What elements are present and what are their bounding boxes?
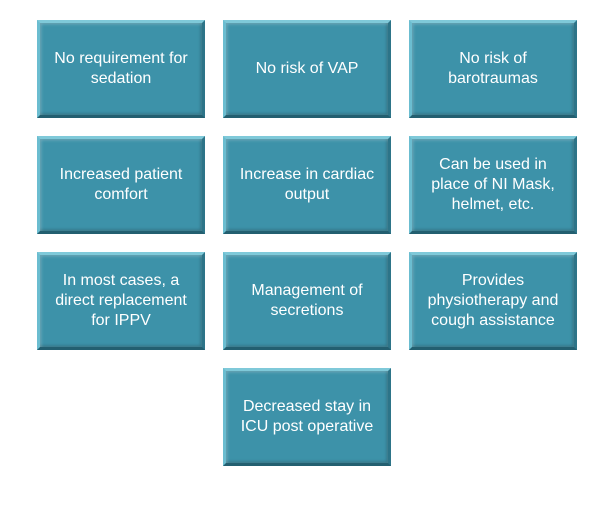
box-label: In most cases, a direct replacement for …	[50, 271, 192, 331]
grid-row: Decreased stay in ICU post operative	[223, 368, 391, 466]
box-label: Increased patient comfort	[50, 165, 192, 205]
info-box: No risk of barotraumas	[409, 20, 577, 118]
box-label: Can be used in place of NI Mask, helmet,…	[422, 155, 564, 215]
info-box: In most cases, a direct replacement for …	[37, 252, 205, 350]
grid-row: Increased patient comfort Increase in ca…	[37, 136, 577, 234]
box-label: No requirement for sedation	[50, 49, 192, 89]
info-box: Increased patient comfort	[37, 136, 205, 234]
info-box: No risk of VAP	[223, 20, 391, 118]
info-box: Provides physiotherapy and cough assista…	[409, 252, 577, 350]
info-box: Increase in cardiac output	[223, 136, 391, 234]
box-label: Provides physiotherapy and cough assista…	[422, 271, 564, 331]
info-box: Management of secretions	[223, 252, 391, 350]
grid-row: In most cases, a direct replacement for …	[37, 252, 577, 350]
box-label: No risk of barotraumas	[422, 49, 564, 89]
box-label: No risk of VAP	[256, 59, 359, 79]
info-box: Can be used in place of NI Mask, helmet,…	[409, 136, 577, 234]
info-box: Decreased stay in ICU post operative	[223, 368, 391, 466]
box-label: Decreased stay in ICU post operative	[236, 397, 378, 437]
infographic-grid: No requirement for sedation No risk of V…	[20, 20, 594, 466]
box-label: Management of secretions	[236, 281, 378, 321]
grid-row: No requirement for sedation No risk of V…	[37, 20, 577, 118]
info-box: No requirement for sedation	[37, 20, 205, 118]
box-label: Increase in cardiac output	[236, 165, 378, 205]
